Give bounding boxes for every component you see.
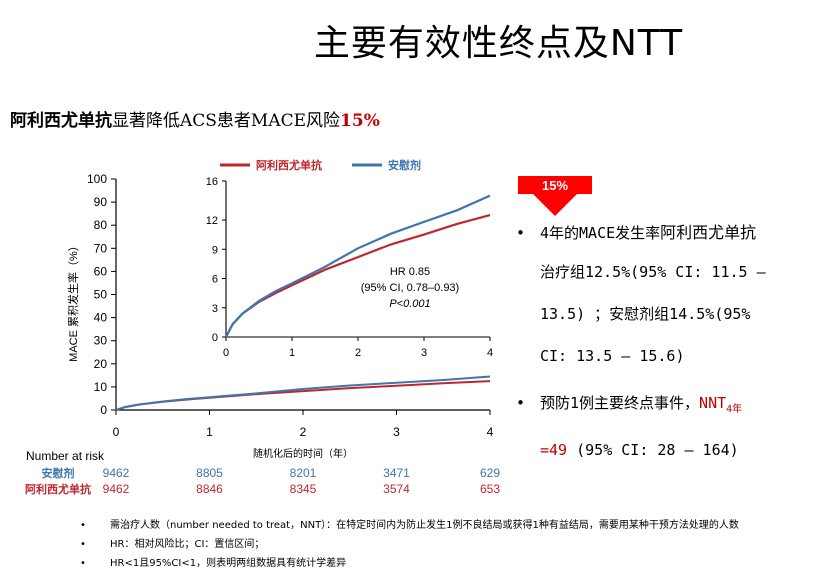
legend-label: 阿利西尤单抗 (256, 158, 322, 172)
main-lines (115, 375, 491, 411)
finding-item: • 预防1例主要终点事件，NNT4年 =49 (95% CI: 28 – 164) (516, 394, 743, 459)
legend-label: 安慰剂 (388, 158, 421, 172)
chart-labels: 随机化后的时间（年） MACE 累积发生率（%） (66, 240, 353, 460)
risk-value: 629 (480, 466, 500, 480)
finding-line: CI: 13.5 – 15.6) (540, 347, 685, 365)
y-axis-label: MACE 累积发生率（%） (66, 240, 80, 362)
y-tick-label: 90 (94, 195, 108, 209)
risk-value: 3471 (383, 466, 410, 480)
footnote: • 需治疗人数（number needed to treat，NNT）：在特定时间… (80, 520, 739, 531)
risk-value: 3574 (383, 482, 410, 496)
inset-annotation: HR 0.85 (390, 266, 430, 278)
y-tick-label: 70 (94, 241, 108, 255)
series-line (115, 380, 491, 411)
inset-x-tick-label: 1 (289, 347, 295, 359)
inset-y-tick-label: 3 (212, 303, 218, 315)
nnt-label: NNT (699, 394, 727, 412)
risk-table: Number at risk 安慰剂 9462 8805 8201 3471 629 阿利西尤… (25, 449, 500, 496)
x-tick-label: 4 (487, 425, 494, 439)
risk-value: 8201 (290, 466, 317, 480)
risk-value: 8805 (196, 466, 223, 480)
inset-y-tick-label: 0 (212, 332, 218, 344)
inset-y-tick-label: 9 (212, 244, 218, 256)
footnotes: • 需治疗人数（number needed to treat，NNT）：在特定时间… (80, 516, 830, 573)
nnt-ci: (95% CI: 28 – 164) (567, 441, 739, 459)
y-tick-label: 40 (94, 311, 108, 325)
x-tick-label: 3 (393, 425, 400, 439)
x-tick-label: 1 (206, 425, 213, 439)
nnt-value: =49 (540, 441, 568, 459)
nnt-sub: 4年 (726, 404, 743, 415)
inset-x-tick-label: 0 (223, 347, 229, 359)
inset-y-tick-label: 12 (206, 215, 218, 227)
footnote: • HR<1且95%CI<1，则表明两组数据具有统计学差异 (80, 558, 347, 569)
x-axis-label: 随机化后的时间（年） (253, 447, 353, 460)
finding-text: 预防1例主要终点事件， (540, 394, 700, 412)
y-tick-label: 100 (87, 172, 107, 186)
risk-table-title: Number at risk (26, 449, 105, 463)
y-tick-label: 10 (94, 380, 108, 394)
risk-value: 8846 (196, 482, 223, 496)
finding-text: 4年的MACE发生率 (540, 224, 661, 242)
arrow-label: 15% (542, 178, 568, 193)
y-tick-label: 20 (94, 357, 108, 371)
inset-annotation: P<0.001 (389, 298, 430, 310)
risk-row-label: 阿利西尤单抗 (25, 482, 91, 496)
subtitle-drug: 阿利西尤单抗 (10, 111, 112, 131)
inset-annotation: (95% CI, 0.78–0.93) (361, 282, 459, 294)
finding-drug: 阿利西尤单抗 (660, 223, 757, 242)
footnote: • HR：相对风险比；CI：置信区间； (80, 539, 265, 550)
y-tick-label: 0 (100, 403, 107, 417)
subtitle-pct: 15% (340, 111, 380, 131)
inset-y-tick-label: 16 (206, 176, 218, 188)
y-tick-label: 30 (94, 334, 108, 348)
inset-x-tick-label: 2 (355, 347, 361, 359)
y-tick-label: 80 (94, 218, 108, 232)
risk-row-label: 安慰剂 (42, 466, 75, 480)
y-tick-label: 50 (94, 288, 108, 302)
series-line (115, 375, 491, 411)
finding-item: • 4年的MACE发生率阿利西尤单抗 治疗组12.5%(95% CI: 11.5 … (516, 223, 766, 365)
findings-list: • 4年的MACE发生率阿利西尤单抗 治疗组12.5%(95% CI: 11.5 … (514, 215, 832, 472)
page-title: 主要有效性终点及NTT (313, 23, 684, 64)
x-tick-label: 0 (113, 425, 120, 439)
legend: 阿利西尤单抗 安慰剂 (220, 158, 421, 172)
inset-lines (225, 194, 491, 338)
inset-series-line (225, 194, 491, 338)
risk-value: 9462 (103, 466, 130, 480)
finding-line: 治疗组12.5%(95% CI: 11.5 – (540, 263, 766, 281)
x-tick-label: 2 (300, 425, 307, 439)
risk-value: 9462 (103, 482, 130, 496)
inset-x-tick-label: 3 (421, 347, 427, 359)
finding-line: 13.5) ；安慰剂组14.5%(95% (540, 305, 751, 323)
inset-x-tick-label: 4 (487, 347, 493, 359)
risk-value: 653 (480, 482, 500, 496)
subtitle: 阿利西尤单抗显著降低ACS患者MACE风险15% (10, 106, 380, 131)
reduction-arrow: 15% (515, 176, 595, 216)
inset-y-tick-label: 6 (212, 274, 218, 286)
subtitle-text: 显著降低ACS患者MACE风险 (112, 111, 341, 131)
risk-value: 8345 (290, 482, 317, 496)
y-tick-label: 60 (94, 264, 108, 278)
